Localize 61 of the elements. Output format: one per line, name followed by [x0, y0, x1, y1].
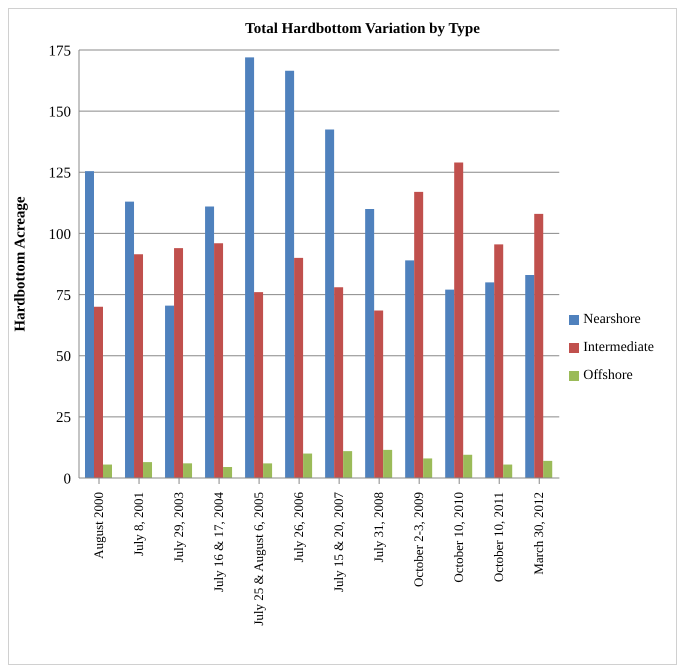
bar [414, 192, 424, 478]
y-tick-label: 25 [56, 410, 71, 426]
bar [334, 287, 344, 478]
bar [134, 254, 144, 478]
x-tick-label: July 31, 2008 [371, 492, 386, 562]
bar [223, 466, 232, 478]
y-axis-title: Hardbottom Acreage [12, 196, 28, 332]
x-tick-label: March 30, 2012 [531, 492, 546, 575]
bar [183, 463, 192, 478]
bar [125, 202, 134, 478]
bar [214, 243, 224, 478]
bar [85, 171, 94, 478]
bar [454, 162, 464, 478]
bar [294, 258, 304, 478]
legend-label: Intermediate [583, 340, 654, 355]
bar [423, 458, 432, 478]
bar [103, 464, 112, 478]
bar [325, 129, 334, 478]
x-tick-label: July 29, 2003 [171, 492, 186, 562]
bar [463, 454, 472, 478]
bar [94, 306, 104, 478]
bar [534, 214, 544, 478]
bar [245, 57, 254, 478]
bar [494, 244, 504, 478]
bar [174, 248, 184, 478]
x-tick-label: July 16 & 17, 2004 [211, 492, 226, 592]
bar [263, 463, 272, 478]
bar [365, 208, 374, 478]
y-tick-label: 75 [56, 288, 71, 304]
bar [383, 450, 392, 478]
legend-label: Nearshore [583, 312, 641, 327]
x-tick-label: October 10, 2011 [491, 492, 506, 582]
bar [205, 206, 214, 478]
x-tick-label: October 2-3, 2009 [411, 492, 426, 587]
bar [374, 310, 384, 478]
bar [143, 462, 152, 478]
bar [343, 451, 352, 478]
bar [303, 454, 312, 478]
bar [445, 290, 454, 478]
x-tick-label: July 26, 2006 [291, 492, 306, 562]
x-tick-label: August 2000 [91, 492, 106, 559]
bar [503, 464, 512, 478]
chart-title: Total Hardbottom Variation by Type [244, 21, 481, 38]
x-tick-label: July 15 & 20, 2007 [331, 492, 346, 592]
bar [285, 70, 294, 478]
x-tick-label: July 8, 2001 [131, 492, 146, 556]
legend-label: Offshore [583, 368, 633, 383]
bar [405, 260, 414, 478]
y-tick-label: 50 [56, 349, 71, 366]
y-tick-label: 0 [64, 471, 71, 488]
bar [165, 306, 174, 478]
bar [254, 292, 264, 478]
x-tick-label: July 25 & August 6, 2005 [251, 492, 266, 626]
y-tick-label: 125 [48, 166, 71, 182]
y-tick-label: 175 [48, 43, 71, 60]
y-tick-label: 150 [48, 104, 71, 120]
bar [485, 282, 494, 478]
x-tick-label: October 10, 2010 [451, 492, 466, 583]
bar [525, 275, 534, 478]
y-tick-label: 100 [48, 226, 71, 243]
bar [543, 460, 552, 478]
